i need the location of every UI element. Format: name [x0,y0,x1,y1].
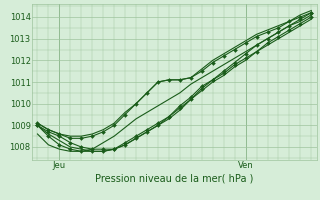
X-axis label: Pression niveau de la mer( hPa ): Pression niveau de la mer( hPa ) [95,173,253,183]
